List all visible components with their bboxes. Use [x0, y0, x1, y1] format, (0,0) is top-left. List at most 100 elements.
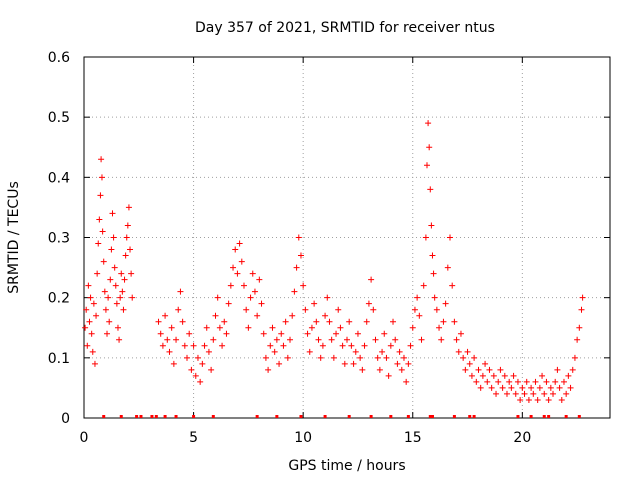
baseline-marker [154, 415, 158, 418]
data-point [429, 252, 436, 259]
data-point [112, 282, 119, 289]
data-point [89, 348, 96, 355]
data-point [376, 366, 383, 373]
data-point [512, 390, 519, 397]
data-point [396, 348, 403, 355]
data-point [479, 372, 486, 379]
data-point [96, 216, 103, 223]
data-point [578, 306, 585, 313]
data-point [108, 246, 115, 253]
data-point [90, 300, 97, 307]
data-point [197, 378, 204, 385]
data-point [121, 276, 128, 283]
data-point [372, 336, 379, 343]
data-point [464, 348, 471, 355]
baseline-marker [275, 415, 279, 418]
data-point [201, 342, 208, 349]
baseline-marker [211, 415, 215, 418]
baseline-marker [406, 415, 410, 418]
data-point [86, 318, 93, 325]
data-point [105, 294, 112, 301]
data-point [214, 294, 221, 301]
chart-title: Day 357 of 2021, SRMTID for receiver ntu… [195, 20, 495, 36]
baseline-marker [255, 415, 259, 418]
data-point [423, 162, 430, 169]
data-point [350, 360, 357, 367]
data-point [127, 246, 134, 253]
data-point [405, 360, 412, 367]
data-point [442, 300, 449, 307]
data-point [164, 336, 171, 343]
data-point [422, 234, 429, 241]
data-point [563, 390, 570, 397]
data-point [227, 282, 234, 289]
y-tick-label: 0.2 [48, 291, 70, 307]
data-point [344, 336, 350, 343]
data-point [499, 384, 506, 391]
baseline-marker [163, 415, 167, 418]
data-point [251, 288, 258, 295]
data-point [87, 294, 94, 301]
data-point [449, 282, 456, 289]
data-point [365, 300, 372, 307]
data-point [484, 378, 491, 385]
y-axis-label: SRMTID / TECUs [6, 181, 22, 294]
data-point [181, 342, 188, 349]
data-point [168, 324, 175, 331]
data-point [471, 354, 478, 361]
data-point [579, 294, 586, 301]
data-point [363, 318, 370, 325]
data-point [278, 330, 285, 337]
data-point [420, 282, 427, 289]
data-point [306, 348, 313, 355]
data-point [416, 312, 423, 319]
data-point [101, 288, 108, 295]
data-point [155, 318, 162, 325]
data-point [282, 318, 289, 325]
data-point [433, 306, 440, 313]
data-point [113, 300, 120, 307]
baseline-marker [430, 415, 434, 418]
data-point [212, 312, 219, 319]
data-point [547, 384, 554, 391]
data-point [119, 288, 126, 295]
data-point [374, 354, 381, 361]
data-point [175, 306, 182, 313]
baseline-marker [428, 415, 432, 418]
x-tick-label: 10 [294, 430, 312, 446]
y-axis: 0 0.1 0.2 0.3 0.4 0.5 0.6 [48, 50, 610, 427]
data-point [508, 384, 515, 391]
data-point [460, 354, 467, 361]
data-point [473, 378, 480, 385]
data-point [398, 366, 405, 373]
data-point [238, 258, 245, 265]
x-tick-label: 0 [80, 430, 89, 446]
data-point [297, 252, 304, 259]
data-point [216, 324, 223, 331]
baseline-marker [529, 415, 533, 418]
data-point [390, 318, 397, 325]
data-point [99, 228, 106, 235]
baseline-marker [389, 415, 393, 418]
data-point [102, 306, 109, 313]
data-point [322, 312, 329, 319]
data-point [94, 270, 101, 277]
data-point [157, 330, 164, 337]
x-tick-label: 15 [404, 430, 422, 446]
data-point [109, 210, 116, 217]
data-point [260, 330, 267, 337]
data-point [453, 336, 460, 343]
data-point [506, 378, 513, 385]
data-point [280, 342, 287, 349]
data-point [392, 336, 399, 343]
data-point [552, 378, 559, 385]
data-point [289, 312, 296, 319]
data-point [85, 282, 92, 289]
data-point [554, 366, 561, 373]
data-point [517, 396, 524, 403]
data-point [357, 354, 364, 361]
data-point [381, 330, 388, 337]
data-point [541, 390, 548, 397]
data-point [394, 360, 401, 367]
data-point [225, 300, 232, 307]
